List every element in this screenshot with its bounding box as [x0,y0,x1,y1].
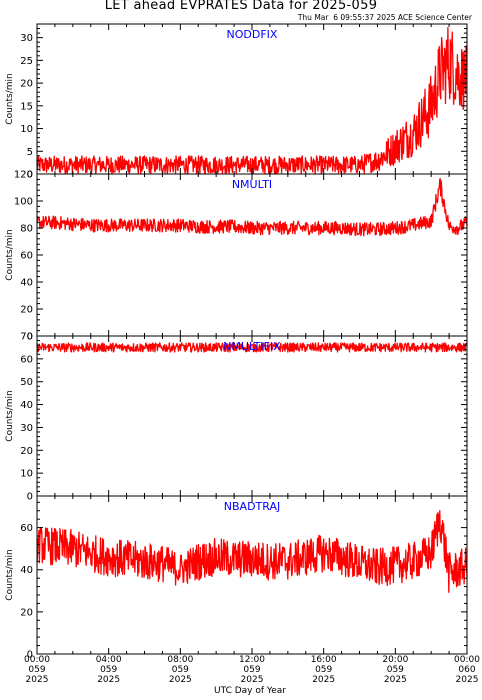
x-tick-label-time: 04:00 [96,655,122,665]
panel-title-nmultifix: NMULTIFIX [223,340,281,353]
x-tick-label-doy: 059 [387,665,404,675]
y-tick-label-nbadtraj: 20 [20,607,33,618]
y-tick-label-nbadtraj: 0 [27,650,33,661]
y-tick-label-nmulti: 60 [20,251,33,262]
y-tick-label-nmultifix: 10 [20,469,33,480]
y-tick-label-nmultifix: 20 [20,446,33,457]
x-tick-label-year: 2025 [456,675,479,685]
y-tick-label-nmulti: 0 [27,332,33,343]
y-tick-label-nmultifix: 50 [20,377,33,388]
panel-title-nmulti: NMULTI [232,178,272,191]
x-tick-label-doy: 059 [243,665,260,675]
y-tick-label-nmulti: 40 [20,278,33,289]
chart-title: LET ahead EVPRATES Data for 2025-059 [104,0,378,13]
panel-title-noddfix: NODDFIX [227,28,278,41]
y-tick-label-nmulti: 20 [20,305,33,316]
x-tick-label-time: 16:00 [311,655,337,665]
x-tick-label-year: 2025 [97,675,120,685]
y-tick-label-nbadtraj: 40 [20,565,33,576]
x-tick-label-doy: 060 [458,665,475,675]
y-tick-label-nmulti: 120 [14,170,33,181]
x-tick-label-time: 12:00 [239,655,265,665]
y-tick-label-nbadtraj: 60 [20,523,33,534]
y-tick-label-noddfix: 30 [20,33,33,44]
series-line-nbadtraj [36,510,468,593]
series-line-nmultifix [36,342,468,353]
x-tick-label-doy: 059 [315,665,332,675]
y-tick-label-noddfix: 15 [20,101,33,112]
y-tick-label-nmultifix: 40 [20,400,33,411]
x-tick-label-time: 00:00 [454,655,480,665]
y-tick-label-nmulti: 100 [14,197,33,208]
y-tick-label-noddfix: 10 [20,124,33,135]
panel-frame-nmultifix [36,335,468,497]
y-tick-label-nmultifix: 60 [20,354,33,365]
y-tick-label-noddfix: 0 [27,170,33,181]
x-tick-label-time: 08:00 [167,655,193,665]
x-tick-label-year: 2025 [241,675,264,685]
panel-title-nbadtraj: NBADTRAJ [224,500,280,513]
series-line-nmulti [36,177,468,237]
y-tick-label-nmultifix: 0 [27,492,33,503]
x-tick-label-doy: 059 [172,665,189,675]
x-tick-label-year: 2025 [169,675,192,685]
y-tick-label-noddfix: 5 [27,147,33,158]
x-tick-label-time: 20:00 [382,655,408,665]
x-tick-label-time: 00:00 [24,655,50,665]
x-tick-label-year: 2025 [384,675,407,685]
y-tick-label-nmulti: 80 [20,224,33,235]
y-tick-label-noddfix: 20 [20,79,33,90]
y-tick-label-noddfix: 25 [20,56,33,67]
timestamp-label: Thu Mar 6 09:55:37 2025 ACE Science Cent… [297,13,472,22]
y-axis-title-noddfix: Counts/min [5,73,15,124]
x-tick-label-doy: 059 [100,665,117,675]
x-tick-label-year: 2025 [312,675,335,685]
y-tick-label-nmultifix: 30 [20,423,33,434]
y-tick-label-nmultifix: 70 [20,332,33,343]
x-tick-label-year: 2025 [26,675,49,685]
x-axis-title: UTC Day of Year [214,686,286,696]
series-line-noddfix [36,27,468,175]
x-tick-label-doy: 059 [28,665,45,675]
y-axis-title-nmulti: Counts/min [5,229,15,280]
y-axis-title-nmultifix: Counts/min [5,390,15,441]
y-axis-title-nbadtraj: Counts/min [5,549,15,600]
panel-frame-nmulti [36,173,468,337]
